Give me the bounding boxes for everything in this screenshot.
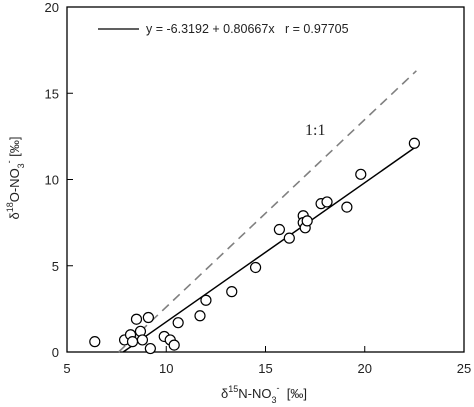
legend: y = -6.3192 + 0.80667x r = 0.97705: [98, 22, 349, 36]
x-tick-label: 15: [258, 361, 272, 376]
data-point: [200, 294, 212, 306]
data-point: [321, 196, 333, 208]
data-point: [355, 168, 367, 180]
data-point: [408, 137, 420, 149]
legend-label: y = -6.3192 + 0.80667x r = 0.97705: [146, 22, 349, 36]
plot-frame: [66, 6, 465, 353]
data-point: [126, 336, 139, 348]
data-point: [168, 339, 180, 351]
data-point: [341, 201, 353, 213]
x-tick-label: 10: [159, 361, 173, 376]
y-tick-label: 15: [45, 86, 59, 101]
reference-line-label: 1:1: [305, 122, 325, 139]
y-axis-title: δ18O-NO3- [‰]: [4, 136, 26, 219]
data-point: [142, 311, 154, 324]
regression-line: [122, 147, 415, 353]
data-point: [283, 232, 295, 244]
data-point: [172, 317, 184, 329]
data-point: [194, 310, 206, 322]
x-tick-label: 5: [63, 361, 70, 376]
y-tick-label: 10: [45, 173, 59, 188]
y-tick-label: 5: [52, 259, 59, 274]
data-point: [249, 261, 262, 274]
data-point: [89, 336, 101, 348]
y-tick-label: 0: [52, 345, 59, 360]
data-point: [136, 334, 149, 346]
data-point: [301, 215, 313, 227]
reference-line-1-to-1: [118, 70, 417, 353]
data-point: [144, 342, 156, 355]
y-tick-label: 20: [45, 0, 59, 15]
x-tick-label: 25: [457, 361, 471, 376]
data-point: [226, 286, 238, 298]
data-point: [273, 223, 285, 236]
x-axis-title: δ15N-NO3- [‰]: [221, 383, 307, 405]
data-point: [130, 313, 143, 325]
x-tick-label: 20: [358, 361, 372, 376]
